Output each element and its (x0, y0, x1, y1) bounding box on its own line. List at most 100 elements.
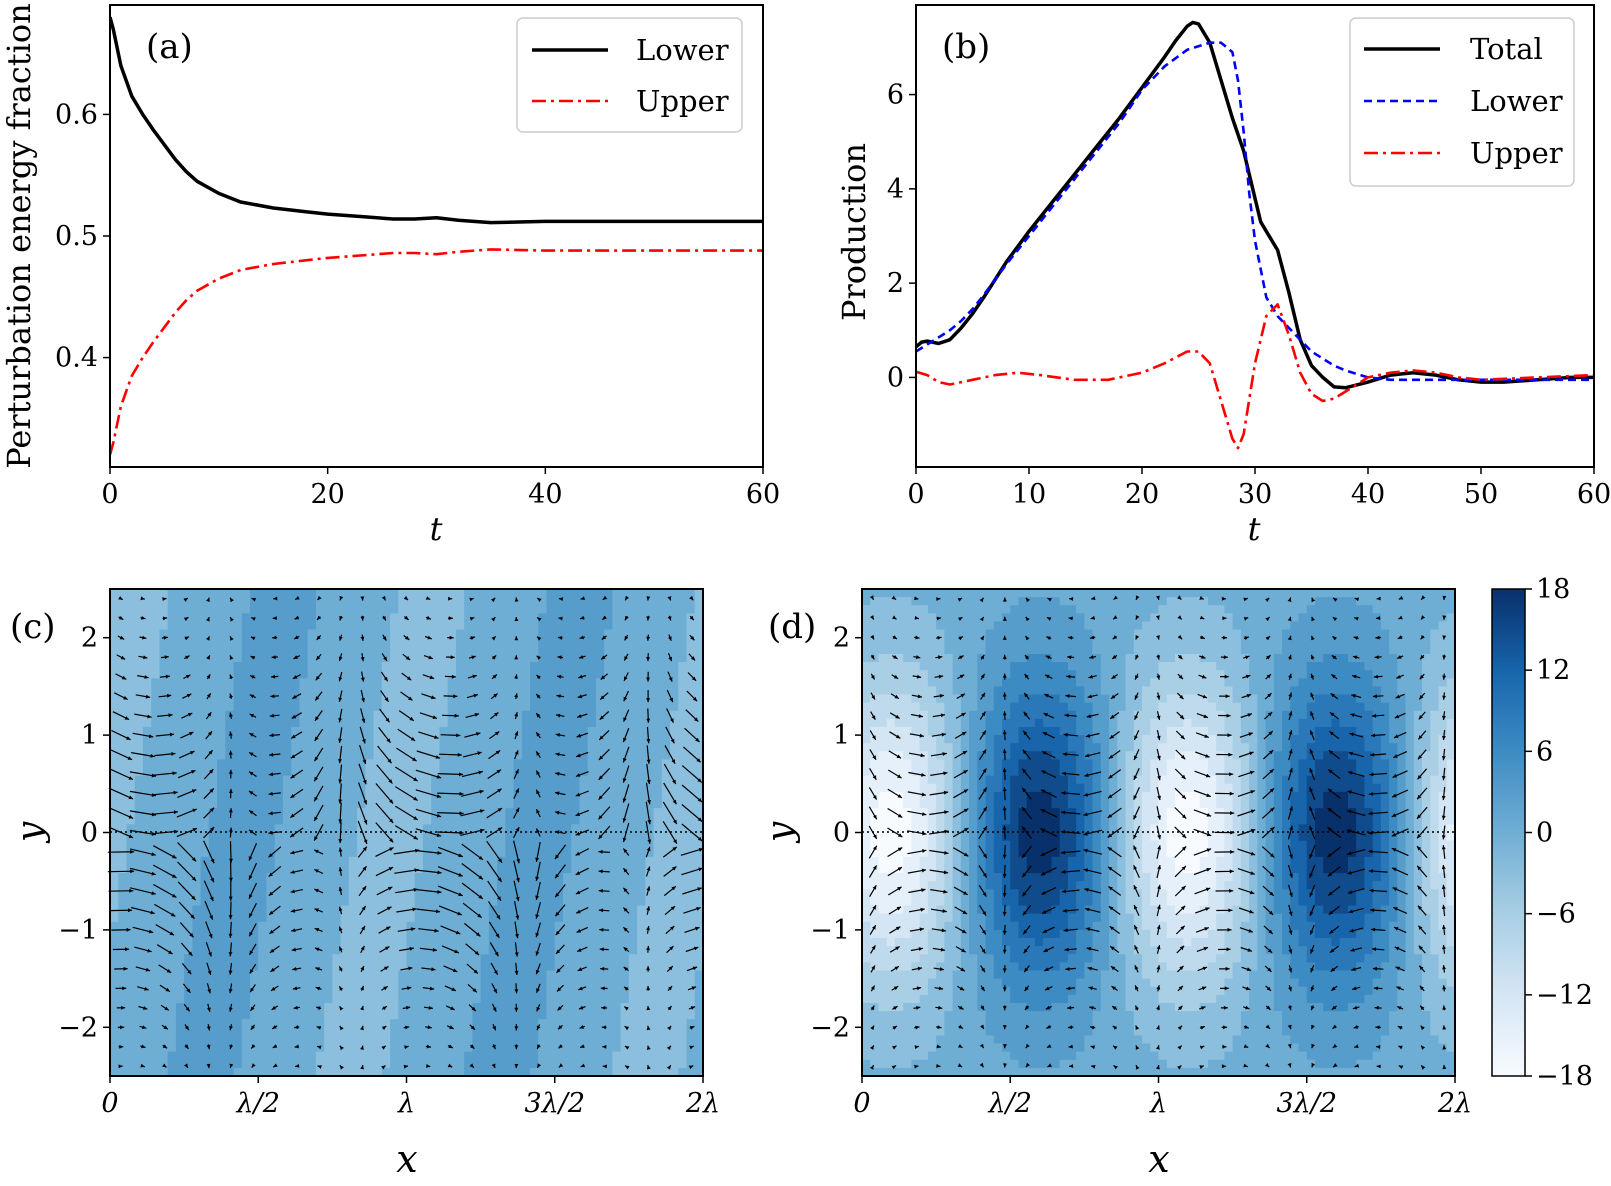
contour-cell (596, 841, 605, 850)
contour-cell (571, 743, 580, 752)
contour-cell (299, 938, 308, 947)
contour-cell (547, 857, 556, 866)
contour-cell (234, 938, 243, 947)
contour-cell (126, 759, 135, 768)
contour-cell (217, 784, 226, 793)
contour-cell (645, 743, 654, 752)
contour-cell (126, 1035, 135, 1044)
contour-cell (242, 816, 251, 825)
contour-cell (588, 889, 597, 898)
contour-cell (530, 897, 539, 906)
contour-cell (143, 873, 152, 882)
contour-cell (234, 808, 243, 817)
contour-cell (407, 970, 416, 979)
contour-cell (431, 987, 440, 996)
contour-cell (530, 621, 539, 630)
contour-cell (612, 922, 621, 931)
contour-cell (563, 1019, 572, 1028)
contour-cell (258, 873, 267, 882)
contour-cell (349, 605, 358, 614)
contour-cell (571, 857, 580, 866)
contour-cell (662, 857, 671, 866)
contour-cell (472, 833, 481, 842)
contour-cell (472, 995, 481, 1004)
contour-cell (497, 1003, 506, 1012)
contour-cell (637, 1011, 646, 1020)
contour-cell (159, 638, 168, 647)
contour-cell (579, 1011, 588, 1020)
contour-cell (126, 1027, 135, 1036)
contour-cell (242, 979, 251, 988)
contour-cell (629, 1003, 638, 1012)
contour-cell (266, 800, 275, 809)
contour-cell (151, 719, 160, 728)
contour-cell (217, 646, 226, 655)
contour-cell (168, 703, 177, 712)
contour-cell (481, 621, 490, 630)
contour-cell (382, 938, 391, 947)
contour-cell (299, 841, 308, 850)
contour-cell (645, 662, 654, 671)
contour-cell (234, 970, 243, 979)
contour-cell (579, 686, 588, 695)
contour-cell (637, 654, 646, 663)
contour-cell (497, 695, 506, 704)
contour-cell (423, 621, 432, 630)
contour-cell (192, 930, 201, 939)
contour-cell (234, 727, 243, 736)
y-tick-label: 4 (887, 174, 904, 205)
contour-cell (324, 1060, 333, 1069)
contour-cell (234, 630, 243, 639)
contour-cell (110, 954, 119, 963)
contour-cell (349, 922, 358, 931)
contour-cell (135, 589, 144, 598)
contour-cell (234, 654, 243, 663)
contour-cell (374, 695, 383, 704)
contour-cell (217, 670, 226, 679)
contour-cell (365, 735, 374, 744)
contour-cell (324, 743, 333, 752)
contour-cell (374, 954, 383, 963)
contour-cell (547, 703, 556, 712)
contour-cell (505, 906, 514, 915)
contour-cell (258, 865, 267, 874)
contour-cell (439, 930, 448, 939)
contour-cell (439, 1027, 448, 1036)
contour-cell (234, 897, 243, 906)
contour-cell (439, 873, 448, 882)
contour-cell (209, 922, 218, 931)
contour-cell (448, 751, 457, 760)
contour-cell (505, 638, 514, 647)
contour-cell (596, 995, 605, 1004)
contour-cell (398, 841, 407, 850)
contour-cell (217, 962, 226, 971)
contour-cell (629, 906, 638, 915)
contour-cell (234, 954, 243, 963)
contour-cell (654, 792, 663, 801)
contour-cell (456, 621, 465, 630)
contour-cell (324, 621, 333, 630)
contour-cell (118, 1011, 127, 1020)
contour-cell (283, 897, 292, 906)
contour-cell (687, 759, 696, 768)
contour-cell (514, 1044, 523, 1053)
contour-cell (489, 759, 498, 768)
contour-cell (143, 678, 152, 687)
contour-cell (374, 751, 383, 760)
contour-cell (596, 678, 605, 687)
contour-cell (612, 654, 621, 663)
contour-cell (126, 638, 135, 647)
contour-cell (662, 1011, 671, 1020)
contour-cell (472, 662, 481, 671)
contour-cell (291, 646, 300, 655)
contour-cell (654, 889, 663, 898)
contour-cell (110, 792, 119, 801)
contour-cell (349, 776, 358, 785)
contour-cell (456, 816, 465, 825)
contour-cell (234, 1060, 243, 1069)
contour-cell (555, 662, 564, 671)
contour-cell (637, 841, 646, 850)
contour-cell (324, 605, 333, 614)
contour-cell (217, 1035, 226, 1044)
contour-cell (579, 995, 588, 1004)
